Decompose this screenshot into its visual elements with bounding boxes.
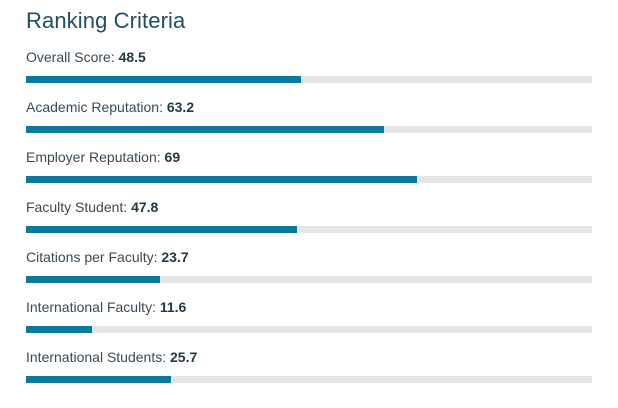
criterion-label: International Students: [26, 349, 163, 365]
criterion-academic-reputation: Academic Reputation: 63.2: [26, 98, 592, 148]
criterion-value: 25.7: [170, 349, 198, 365]
criterion-separator: :: [153, 249, 162, 265]
criterion-value: 69: [164, 149, 181, 165]
criterion-value: 47.8: [131, 199, 159, 215]
criterion-label-line: Academic Reputation: 63.2: [26, 98, 592, 116]
progress-fill: [26, 176, 417, 183]
progress-fill: [26, 226, 297, 233]
criterion-separator: :: [123, 199, 132, 215]
criterion-label: Employer Reputation: [26, 149, 157, 165]
criterion-label: Academic Reputation: [26, 99, 160, 115]
criterion-label-line: Employer Reputation: 69: [26, 148, 592, 166]
criterion-label: Citations per Faculty: [26, 249, 154, 265]
progress-fill: [26, 76, 301, 83]
criterion-employer-reputation: Employer Reputation: 69: [26, 148, 592, 198]
criterion-citations-per-faculty: Citations per Faculty: 23.7: [26, 248, 592, 298]
criterion-label-line: Faculty Student: 47.8: [26, 198, 592, 216]
progress-track: [26, 376, 592, 383]
criteria-list: Overall Score: 48.5 Academic Reputation:…: [26, 48, 592, 398]
progress-fill: [26, 276, 161, 283]
criterion-value: 23.7: [161, 249, 189, 265]
progress-fill: [26, 326, 92, 333]
progress-fill: [26, 376, 172, 383]
criterion-label-line: Overall Score: 48.5: [26, 48, 592, 66]
criterion-separator: :: [156, 149, 165, 165]
progress-track: [26, 276, 592, 283]
criterion-label: International Faculty: [26, 299, 153, 315]
progress-fill: [26, 126, 384, 133]
criterion-label: Overall Score: [26, 49, 111, 65]
criterion-separator: :: [110, 49, 119, 65]
progress-track: [26, 176, 592, 183]
criterion-value: 48.5: [118, 49, 146, 65]
criterion-value: 11.6: [159, 299, 187, 315]
progress-track: [26, 226, 592, 233]
criterion-value: 63.2: [166, 99, 195, 115]
criterion-separator: :: [162, 349, 170, 365]
progress-track: [26, 126, 592, 133]
criterion-overall-score: Overall Score: 48.5: [26, 48, 592, 98]
criterion-international-faculty: International Faculty: 11.6: [26, 298, 592, 348]
criterion-separator: :: [159, 99, 167, 115]
criterion-label-line: International Students: 25.7: [26, 348, 592, 366]
progress-track: [26, 76, 592, 83]
panel-title: Ranking Criteria: [26, 8, 186, 33]
criterion-label-line: Citations per Faculty: 23.7: [26, 248, 592, 266]
criterion-separator: :: [152, 299, 160, 315]
criterion-label: Faculty Student: [26, 199, 124, 215]
criterion-international-students: International Students: 25.7: [26, 348, 592, 398]
progress-track: [26, 326, 592, 333]
criterion-label-line: International Faculty: 11.6: [26, 298, 592, 316]
criterion-faculty-student: Faculty Student: 47.8: [26, 198, 592, 248]
